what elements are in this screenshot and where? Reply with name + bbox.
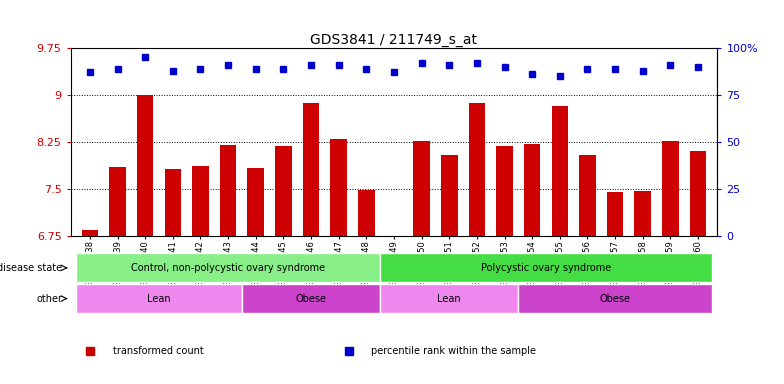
Text: Polycystic ovary syndrome: Polycystic ovary syndrome <box>481 263 611 273</box>
Bar <box>634 191 651 384</box>
Bar <box>496 146 513 384</box>
Bar <box>330 139 347 384</box>
Bar <box>242 284 380 313</box>
Bar <box>551 106 568 384</box>
Bar <box>380 253 712 282</box>
Bar <box>275 146 292 384</box>
Bar <box>76 253 380 282</box>
Text: Control, non-polycystic ovary syndrome: Control, non-polycystic ovary syndrome <box>131 263 325 273</box>
Text: Obese: Obese <box>296 293 327 304</box>
Bar <box>662 141 679 384</box>
Bar <box>386 238 402 384</box>
Bar <box>358 190 375 384</box>
Bar <box>607 192 623 384</box>
Bar <box>192 166 209 384</box>
Bar <box>165 169 181 384</box>
Bar <box>137 95 154 384</box>
Bar <box>413 141 430 384</box>
Bar <box>82 230 98 384</box>
Bar <box>248 169 264 384</box>
Bar <box>518 284 712 313</box>
Bar <box>469 103 485 384</box>
Bar <box>380 284 518 313</box>
Text: Lean: Lean <box>147 293 171 304</box>
Bar <box>109 167 126 384</box>
Text: percentile rank within the sample: percentile rank within the sample <box>372 346 536 356</box>
Text: disease state: disease state <box>0 263 62 273</box>
Bar <box>220 145 237 384</box>
Title: GDS3841 / 211749_s_at: GDS3841 / 211749_s_at <box>310 33 477 47</box>
Bar <box>579 155 596 384</box>
Bar <box>303 103 319 384</box>
Text: transformed count: transformed count <box>113 346 203 356</box>
Text: Obese: Obese <box>600 293 630 304</box>
Bar <box>690 152 706 384</box>
Bar <box>441 155 458 384</box>
Bar <box>76 284 242 313</box>
Bar <box>524 144 540 384</box>
Text: other: other <box>36 293 62 304</box>
Text: Lean: Lean <box>437 293 461 304</box>
